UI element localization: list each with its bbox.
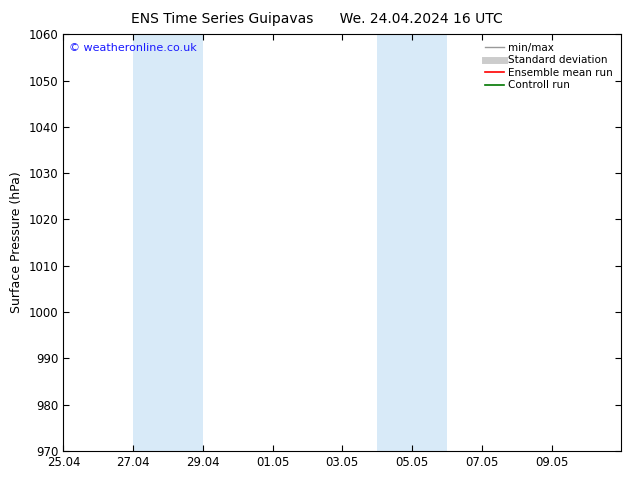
Y-axis label: Surface Pressure (hPa): Surface Pressure (hPa) xyxy=(10,172,23,314)
Bar xyxy=(133,34,203,451)
Bar xyxy=(377,34,447,451)
Text: ENS Time Series Guipavas      We. 24.04.2024 16 UTC: ENS Time Series Guipavas We. 24.04.2024 … xyxy=(131,12,503,26)
Text: © weatheronline.co.uk: © weatheronline.co.uk xyxy=(69,43,197,52)
Legend: min/max, Standard deviation, Ensemble mean run, Controll run: min/max, Standard deviation, Ensemble me… xyxy=(482,40,616,94)
